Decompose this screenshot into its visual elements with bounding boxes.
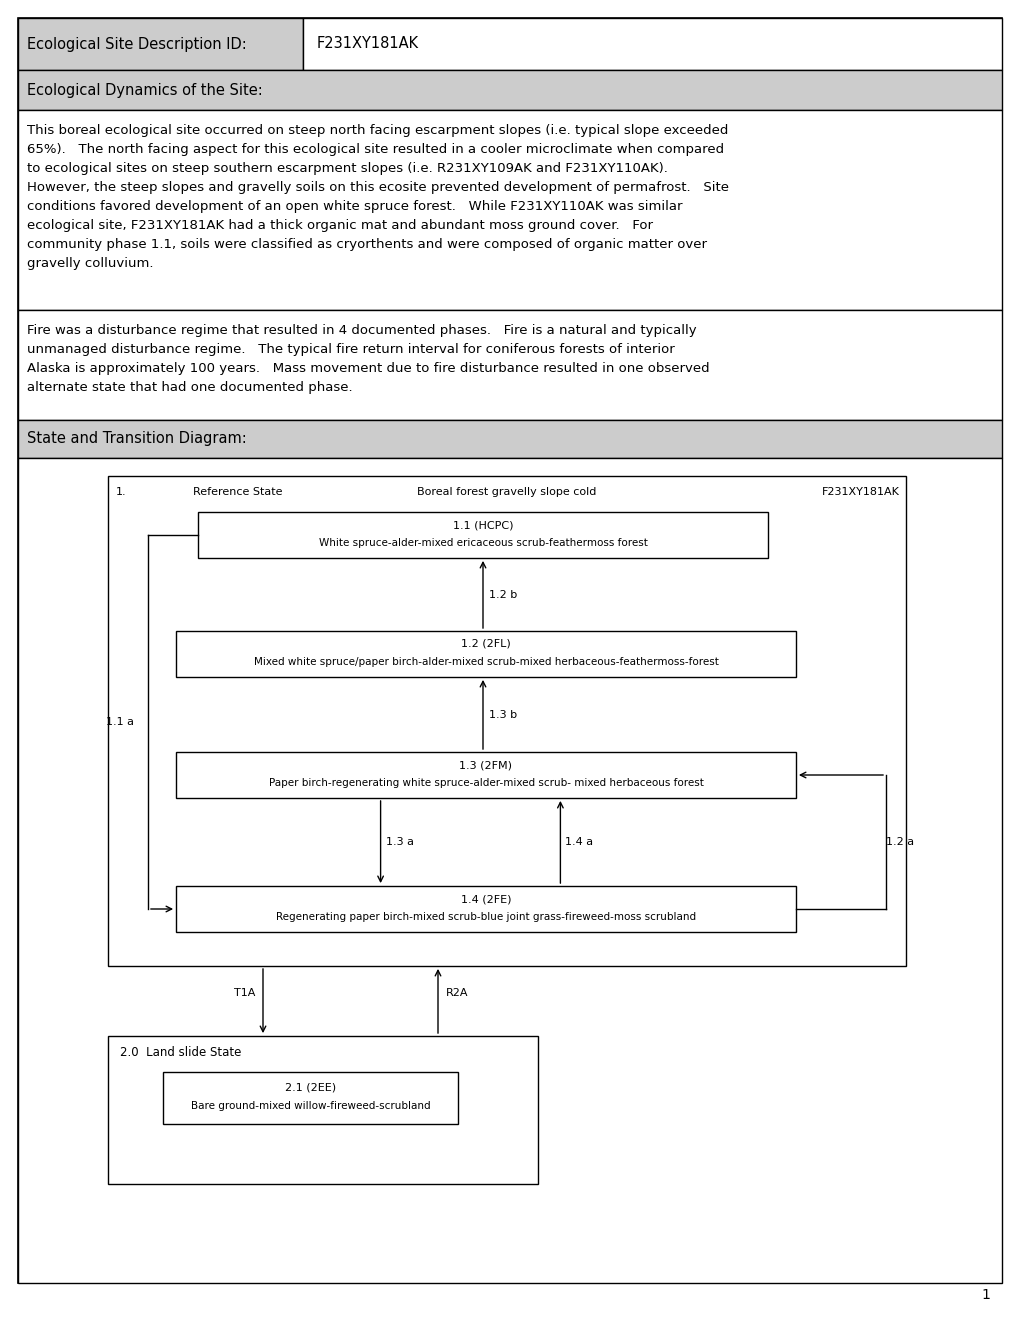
Text: 1.4 a: 1.4 a xyxy=(565,837,593,847)
Bar xyxy=(108,477,905,966)
Text: This boreal ecological site occurred on steep north facing escarpment slopes (i.: This boreal ecological site occurred on … xyxy=(26,124,729,271)
Text: 1.2 b: 1.2 b xyxy=(488,590,517,599)
Text: 1.3 b: 1.3 b xyxy=(488,710,517,719)
Text: T1A: T1A xyxy=(233,987,255,998)
Bar xyxy=(18,310,1001,420)
Text: 1: 1 xyxy=(980,1288,989,1302)
Bar xyxy=(18,18,303,70)
Bar xyxy=(198,512,767,558)
Text: Mixed white spruce/paper birch-alder-mixed scrub-mixed herbaceous-feathermoss-fo: Mixed white spruce/paper birch-alder-mix… xyxy=(254,657,717,667)
Bar xyxy=(176,752,795,799)
Text: 1.3 a: 1.3 a xyxy=(385,837,413,847)
Text: 1.2 (2FL): 1.2 (2FL) xyxy=(461,639,511,649)
Bar xyxy=(108,1036,537,1184)
Text: 2.0  Land slide State: 2.0 Land slide State xyxy=(120,1045,242,1059)
Text: Boreal forest gravelly slope cold: Boreal forest gravelly slope cold xyxy=(417,487,596,498)
Text: 1.1 a: 1.1 a xyxy=(106,717,133,727)
Text: 1.4 (2FE): 1.4 (2FE) xyxy=(461,894,511,904)
Bar xyxy=(18,70,1001,110)
Bar xyxy=(18,110,1001,310)
Text: Paper birch-regenerating white spruce-alder-mixed scrub- mixed herbaceous forest: Paper birch-regenerating white spruce-al… xyxy=(268,777,703,788)
Bar xyxy=(18,458,1001,1283)
Text: State and Transition Diagram:: State and Transition Diagram: xyxy=(26,432,247,446)
Bar xyxy=(176,886,795,932)
Text: 1.2 a: 1.2 a xyxy=(886,837,913,847)
Text: Reference State: Reference State xyxy=(193,487,282,498)
Text: 1.: 1. xyxy=(116,487,126,498)
Text: F231XY181AK: F231XY181AK xyxy=(317,37,419,51)
Bar xyxy=(18,420,1001,458)
Text: Regenerating paper birch-mixed scrub-blue joint grass-fireweed-moss scrubland: Regenerating paper birch-mixed scrub-blu… xyxy=(276,912,695,921)
Text: 1.1 (HCPC): 1.1 (HCPC) xyxy=(452,520,513,531)
Bar xyxy=(163,1072,458,1125)
Text: R2A: R2A xyxy=(445,987,468,998)
Text: F231XY181AK: F231XY181AK xyxy=(821,487,899,498)
Text: White spruce-alder-mixed ericaceous scrub-feathermoss forest: White spruce-alder-mixed ericaceous scru… xyxy=(318,539,647,548)
Text: 2.1 (2EE): 2.1 (2EE) xyxy=(284,1082,335,1092)
Bar xyxy=(176,631,795,677)
Text: Ecological Site Description ID:: Ecological Site Description ID: xyxy=(26,37,247,51)
Text: Fire was a disturbance regime that resulted in 4 documented phases.   Fire is a : Fire was a disturbance regime that resul… xyxy=(26,323,709,393)
Text: Bare ground-mixed willow-fireweed-scrubland: Bare ground-mixed willow-fireweed-scrubl… xyxy=(191,1101,430,1111)
Bar xyxy=(303,18,1001,70)
Text: 1.3 (2FM): 1.3 (2FM) xyxy=(459,760,512,770)
Text: Ecological Dynamics of the Site:: Ecological Dynamics of the Site: xyxy=(26,82,263,98)
